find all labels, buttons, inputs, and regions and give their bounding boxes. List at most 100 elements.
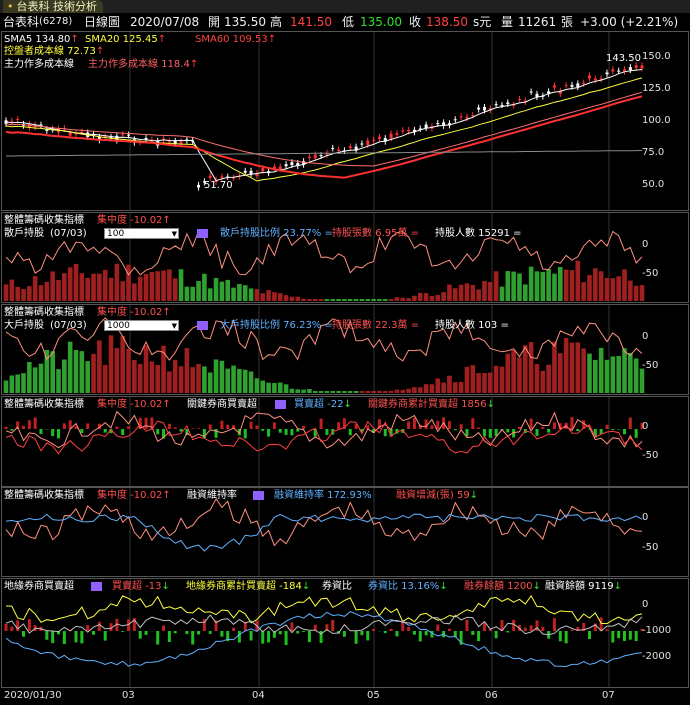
broker-bar [360,429,364,432]
axis-tick: 0 [642,239,649,250]
candle-body [617,70,621,72]
broker-bar [296,429,300,432]
holding-bar [528,342,534,393]
tab-technical-analysis[interactable]: • 台表科 技術分析 [3,0,103,13]
list-icon[interactable] [275,399,286,409]
holding-bar [56,369,61,393]
broker-bar [74,426,78,429]
holding-bar [295,296,301,301]
holder-label: 散戶持股 [4,228,44,239]
list-icon[interactable] [197,228,208,238]
holding-bar [283,295,289,301]
local-broker-bar [401,620,405,631]
broker-bar [313,429,317,437]
broker-bar [576,429,580,432]
focus-line [5,497,643,547]
holding-bar [85,361,90,393]
holding-bar [517,273,522,301]
candle-body [97,136,101,141]
local-broker-bar [51,631,55,644]
candle-body [436,123,440,125]
holding-size-select[interactable]: 1000 ▼ [104,320,179,331]
axis-tick: 0 [642,512,649,523]
candle-body [243,170,247,173]
holding-bar [388,390,394,393]
broker-bar [243,429,247,439]
holding-size-select[interactable]: 100 ▼ [104,228,179,239]
candle-body [179,141,183,145]
sma60-line [5,95,643,179]
panel2-axis: 0 -50 [640,213,686,302]
candle-body [272,166,276,169]
holding-bar [382,299,388,301]
list-icon[interactable] [91,581,102,591]
margin-change-legend: 融資增減(張) 59↓ [396,490,479,501]
holding-bar [452,382,458,393]
sma5-legend: SMA5 134.80↑ [4,34,79,45]
holding-bar [254,378,260,393]
holding-bar [353,299,359,301]
holding-bar [225,368,231,393]
broker-bar [377,419,381,429]
volume-label: 量 [501,15,514,29]
local-broker-bar [482,622,486,631]
broker-bar [611,429,615,431]
holding-bar [202,366,207,393]
axis-tick: 125.0 [642,83,671,94]
local-broker-bar [395,631,399,637]
margin-rate-legend: 融資維持率 172.93% [274,490,372,501]
broker-bar [506,429,510,433]
date-tick: 05 [367,690,380,701]
holding-bar [79,273,85,301]
holding-bar [120,336,125,393]
list-icon[interactable] [197,320,208,330]
broker-bar [138,417,142,429]
candle-body [407,130,411,132]
broker-bar [372,429,376,433]
local-broker-bar [593,623,597,631]
broker-bar [436,420,440,429]
local-broker-bar [185,631,189,635]
broker-bar [290,429,294,436]
broker-bar [617,429,621,430]
holding-bar [569,270,575,301]
broker-bar [272,422,276,429]
holding-bar [126,264,131,301]
holding-bar [32,276,38,301]
candle-body [377,136,381,139]
holding-bar [546,269,551,301]
trough-label: 51.70 [204,180,233,191]
local-broker-bar [74,631,78,643]
local-broker-bar [173,631,177,634]
holding-bar [371,391,376,393]
local-broker-bar [611,631,615,643]
holding-bar [79,351,85,393]
broker-bar [39,429,43,434]
local-broker-bar [220,631,224,637]
broker-bar [22,425,26,429]
list-icon[interactable] [253,490,264,500]
candle-body [582,82,586,84]
sma20-line [5,77,643,182]
holding-bar [417,292,423,301]
local-broker-bar [360,631,364,636]
broker-bar [599,429,603,435]
candle-body [127,134,131,136]
broker-bar [465,429,469,437]
local-broker-bar [541,626,545,631]
broker-bar [337,422,341,429]
holding-bar [277,382,283,393]
cum-legend: 地緣券商累計買賣超 -184↓ [186,581,311,592]
broker-bar [529,418,533,429]
holding-bar [382,391,388,393]
local-broker-bar [640,628,644,631]
holding-bar [447,375,452,393]
holding-bar [464,366,470,393]
currency-unit: s元 [473,15,492,29]
ratio-legend: 大戶持股比例 76.23% = [220,320,333,331]
candle-body [27,123,31,129]
low-label: 低 [342,15,355,29]
holding-bar [167,269,172,301]
holding-bar [242,369,248,393]
net-legend: 買賣超 -22↓ [294,399,352,410]
